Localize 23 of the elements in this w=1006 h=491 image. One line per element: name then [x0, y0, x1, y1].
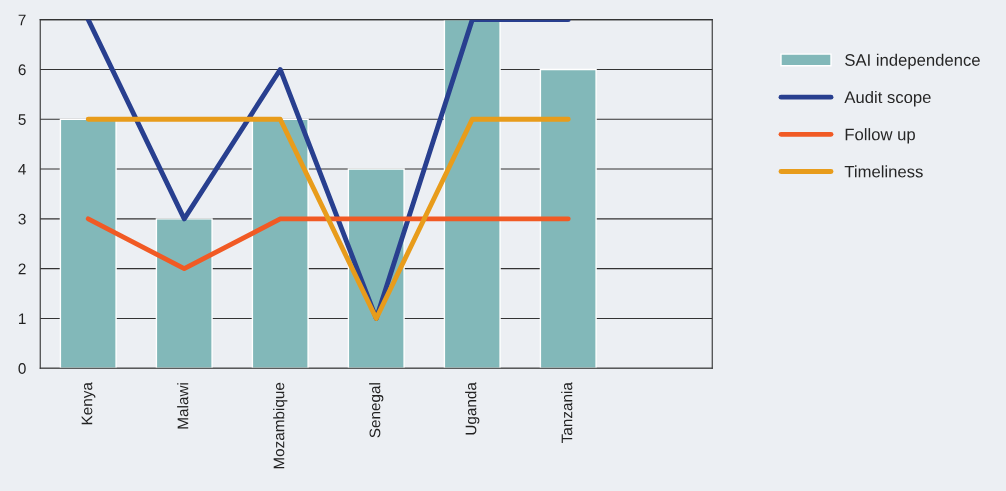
x-tick-label: Uganda	[465, 382, 480, 435]
bar	[59, 118, 117, 369]
legend-label: SAI independence	[845, 53, 980, 70]
y-tick-label: 2	[18, 263, 26, 275]
x-tick-label: Malawi	[177, 383, 189, 429]
x-tick-label: Tanzania	[561, 382, 573, 443]
x-tick-label: Senegal	[369, 383, 384, 438]
y-tick-label: 7	[18, 14, 26, 26]
x-tick-label: Kenya	[81, 382, 96, 425]
legend-label: Follow up	[845, 128, 915, 144]
bar	[539, 68, 597, 369]
bar	[155, 218, 213, 369]
legend-label: Audit scope	[844, 90, 931, 107]
bar	[443, 19, 501, 369]
y-tick-label: 3	[18, 213, 26, 225]
x-tick-label: Mozambique	[273, 382, 288, 469]
y-tick-label: 4	[18, 164, 26, 175]
legend-label: Timeliness	[844, 165, 923, 178]
y-tick-label: 6	[18, 64, 26, 76]
bar	[251, 118, 309, 369]
y-tick-label: 0	[18, 363, 26, 374]
y-tick-label: 1	[19, 313, 26, 324]
y-tick-label: 5	[18, 114, 26, 125]
